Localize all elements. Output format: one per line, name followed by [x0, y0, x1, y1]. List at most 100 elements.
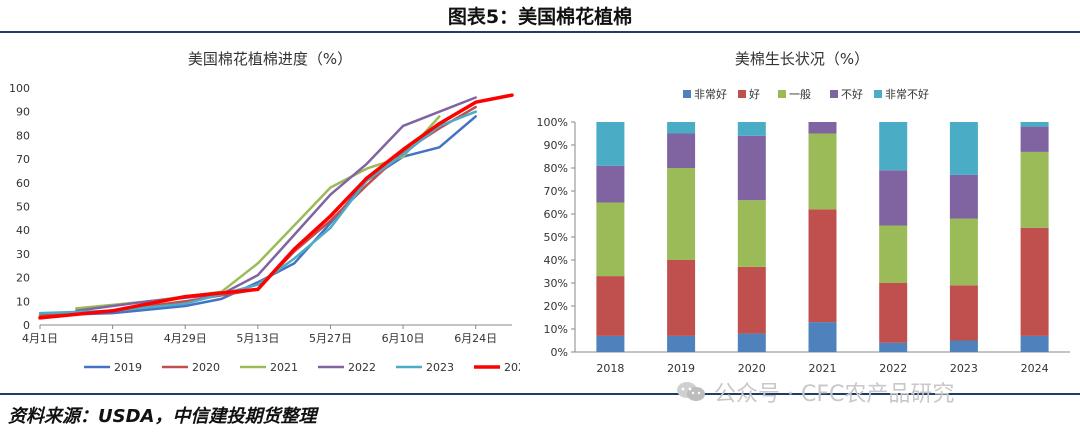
series-line-2024: [38, 93, 514, 320]
legend-label-一般: 一般: [789, 88, 811, 101]
chart2-y-tick: 80%: [544, 162, 568, 175]
bar-2023-非常好: [949, 340, 978, 352]
chart1-y-tick: 80: [16, 129, 30, 142]
chart2-x-tick: 2023: [950, 362, 978, 375]
legend-swatch-非常好: [683, 90, 691, 98]
legend-label-2019: 2019: [114, 361, 142, 374]
bar-2019-非常好: [667, 335, 696, 352]
series-line-2019: [38, 115, 477, 317]
legend-label-2021: 2021: [270, 361, 298, 374]
legend-label-2020: 2020: [192, 361, 220, 374]
chart2-y-tick: 100%: [537, 116, 568, 129]
chart2-title: 美棉生长状况（%）: [735, 50, 869, 68]
legend-swatch-非常不好: [874, 90, 882, 98]
bar-2022-非常好: [879, 342, 908, 352]
bottom-rule: [0, 393, 1080, 395]
chart2-y-tick: 40%: [544, 254, 568, 267]
legend-swatch-好: [738, 90, 746, 98]
chart1-y-tick: 30: [16, 248, 30, 261]
legend-label-好: 好: [749, 87, 760, 101]
chart1-x-tick: 4月15日: [91, 332, 134, 345]
chart1-y-tick: 10: [16, 295, 30, 308]
bar-2021-好: [808, 209, 837, 323]
chart2-x-tick: 2018: [596, 362, 624, 375]
chart1-x-tick: 6月10日: [382, 332, 425, 345]
chart2-y-tick: 20%: [544, 300, 568, 313]
bar-2022-非常不好: [879, 122, 908, 171]
chart2-y-tick: 10%: [544, 323, 568, 336]
bar-2021-非常好: [808, 322, 837, 352]
bar-2020-不好: [737, 135, 766, 201]
chart2-x-tick: 2021: [809, 362, 837, 375]
chart2-x-tick: 2019: [667, 362, 695, 375]
bar-2023-不好: [949, 174, 978, 219]
chart1-x-tick: 4月1日: [22, 332, 58, 345]
chart1-y-tick: 20: [16, 272, 30, 285]
legend-label-2023: 2023: [426, 361, 454, 374]
legend-swatch-一般: [778, 90, 786, 98]
bar-2024-一般: [1020, 151, 1049, 228]
watermark-text: 公众号 · CFC农产品研究: [714, 382, 955, 407]
chart1-x-tick: 5月13日: [236, 332, 279, 345]
chart1-y-tick: 90: [16, 106, 30, 119]
bar-2020-一般: [737, 200, 766, 267]
bar-2023-一般: [949, 218, 978, 286]
legend-label-非常好: 非常好: [694, 87, 727, 101]
chart2-y-tick: 50%: [544, 231, 568, 244]
legend-label-2024: 2024: [504, 361, 520, 374]
planting-progress-chart: 0 10 20 30 40 50 60 70 80 90 100 4月1日 4月15日 4月29日 5月13…: [9, 50, 520, 374]
bar-2023-非常不好: [949, 122, 978, 175]
chart2-y-tick: 30%: [544, 277, 568, 290]
chart2-x-tick: 2022: [879, 362, 907, 375]
bar-2018-非常好: [596, 335, 625, 352]
bar-2021-一般: [808, 133, 837, 210]
bar-2022-一般: [879, 225, 908, 283]
legend-label-不好: 不好: [841, 87, 863, 101]
bar-2023-好: [949, 285, 978, 341]
bar-2022-好: [879, 283, 908, 343]
bar-2024-不好: [1020, 126, 1049, 152]
watermark: 公众号 · CFC农产品研究: [676, 376, 954, 408]
bar-2019-好: [667, 260, 696, 336]
bar-2018-非常不好: [596, 122, 625, 166]
chart1-y-tick: 50: [16, 201, 30, 214]
series-line-2023: [38, 110, 477, 315]
chart2-y-tick: 90%: [544, 139, 568, 152]
chart1-y-tick: 40: [16, 224, 30, 237]
chart2-x-tick: 2024: [1021, 362, 1049, 375]
chart2-y-tick: 60%: [544, 208, 568, 221]
chart1-y-tick: 0: [23, 319, 30, 332]
bar-2018-好: [596, 276, 625, 336]
bar-2019-非常不好: [667, 122, 696, 134]
chart2-y-tick: 70%: [544, 185, 568, 198]
legend-swatch-不好: [830, 90, 838, 98]
legend-label-非常不好: 非常不好: [885, 87, 929, 101]
figure-title: 图表5：美国棉花植棉: [447, 6, 633, 28]
chart1-x-tick: 4月29日: [164, 332, 207, 345]
chart1-y-tick: 100: [9, 82, 30, 95]
chart1-title: 美国棉花植棉进度（%）: [188, 50, 352, 68]
legend-label-2022: 2022: [348, 361, 376, 374]
bar-2020-非常不好: [737, 122, 766, 136]
bar-2024-非常好: [1020, 335, 1049, 352]
chart1-y-tick: 70: [16, 153, 30, 166]
bar-2021-不好: [808, 122, 837, 134]
bar-2019-不好: [667, 133, 696, 168]
chart2-x-tick: 2020: [738, 362, 766, 375]
top-rule: [0, 31, 1080, 33]
source-note: 资料来源：USDA，中信建投期货整理: [8, 406, 317, 427]
bar-2018-一般: [596, 202, 625, 277]
crop-condition-chart: 非常好 好 一般 不好 非常不好 0% 10% 20% 30% 40% 50% 60% 70% 80% 9…: [537, 50, 1070, 375]
bar-2024-好: [1020, 227, 1049, 336]
bar-2024-非常不好: [1020, 122, 1049, 127]
bar-2020-非常好: [737, 333, 766, 352]
bar-2019-一般: [667, 168, 696, 260]
series-line-2022: [75, 96, 477, 313]
bar-2020-好: [737, 266, 766, 334]
wechat-icon: [677, 382, 705, 401]
bar-2022-不好: [879, 170, 908, 226]
bar-2018-不好: [596, 165, 625, 203]
chart1-y-tick: 60: [16, 177, 30, 190]
chart2-y-tick: 0%: [551, 346, 568, 359]
chart1-x-tick: 6月24日: [454, 332, 497, 345]
